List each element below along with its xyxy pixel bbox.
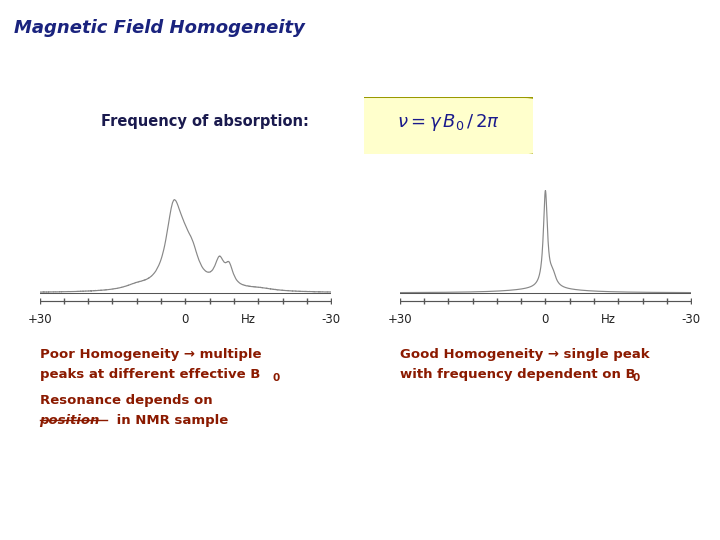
FancyBboxPatch shape xyxy=(360,100,546,162)
Text: Magnetic Field Homogeneity: Magnetic Field Homogeneity xyxy=(14,19,305,37)
Text: $\nu = \gamma\,B_0\,/\,2\pi$: $\nu = \gamma\,B_0\,/\,2\pi$ xyxy=(397,112,500,133)
Text: -30: -30 xyxy=(322,313,341,326)
Text: Good Homogeneity → single peak: Good Homogeneity → single peak xyxy=(400,348,649,361)
Text: +30: +30 xyxy=(27,313,52,326)
Text: position: position xyxy=(40,414,100,427)
Text: +30: +30 xyxy=(387,313,412,326)
Text: -30: -30 xyxy=(682,313,701,326)
Text: Resonance depends on: Resonance depends on xyxy=(40,394,212,407)
Text: 0: 0 xyxy=(632,373,639,383)
Text: with frequency dependent on B: with frequency dependent on B xyxy=(400,368,635,381)
Text: in NMR sample: in NMR sample xyxy=(112,414,228,427)
Text: Hz: Hz xyxy=(601,313,616,326)
FancyBboxPatch shape xyxy=(352,97,538,156)
Text: Frequency of absorption:: Frequency of absorption: xyxy=(101,114,309,129)
Text: 0: 0 xyxy=(272,373,279,383)
Text: 0: 0 xyxy=(181,313,189,326)
Text: peaks at different effective B: peaks at different effective B xyxy=(40,368,260,381)
Text: Hz: Hz xyxy=(241,313,256,326)
Text: Poor Homogeneity → multiple: Poor Homogeneity → multiple xyxy=(40,348,261,361)
Text: 0: 0 xyxy=(541,313,549,326)
